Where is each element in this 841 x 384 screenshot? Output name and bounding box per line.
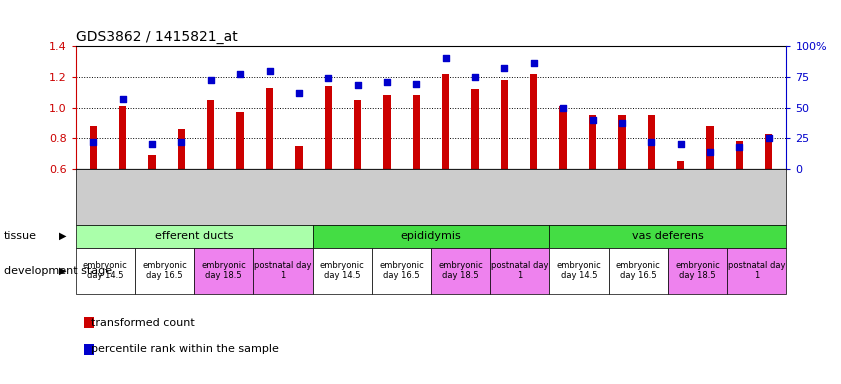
Point [557, 104, 570, 111]
Text: embryonic
day 14.5: embryonic day 14.5 [83, 261, 128, 280]
Bar [90, 126, 97, 169]
Point [321, 75, 335, 81]
Point [204, 78, 218, 84]
Point [292, 90, 305, 96]
Bar [236, 112, 244, 169]
Bar [472, 89, 479, 169]
Point [439, 55, 452, 61]
Bar [530, 74, 537, 169]
Text: embryonic
day 16.5: embryonic day 16.5 [616, 261, 661, 280]
Bar [177, 129, 185, 169]
Bar [765, 134, 772, 169]
Bar [706, 126, 714, 169]
Text: tissue: tissue [4, 231, 37, 241]
Point [116, 96, 130, 102]
Point [644, 139, 658, 145]
Bar [589, 115, 596, 169]
Text: vas deferens: vas deferens [632, 231, 704, 241]
Bar [618, 115, 626, 169]
Point [145, 141, 159, 147]
Text: embryonic
day 18.5: embryonic day 18.5 [438, 261, 483, 280]
Text: embryonic
day 16.5: embryonic day 16.5 [142, 261, 187, 280]
Text: ▶: ▶ [60, 231, 66, 241]
Bar [148, 155, 156, 169]
Point [380, 79, 394, 85]
Text: epididymis: epididymis [400, 231, 462, 241]
Point [527, 60, 541, 66]
Bar [266, 88, 273, 169]
Bar [559, 106, 567, 169]
Bar [500, 80, 508, 169]
Text: ▶: ▶ [60, 266, 66, 276]
Text: embryonic
day 16.5: embryonic day 16.5 [379, 261, 424, 280]
Point [87, 139, 100, 145]
Text: embryonic
day 18.5: embryonic day 18.5 [675, 261, 720, 280]
Bar [325, 86, 332, 169]
Bar [648, 115, 655, 169]
Text: embryonic
day 14.5: embryonic day 14.5 [320, 261, 364, 280]
Point [762, 135, 775, 141]
Bar [413, 95, 420, 169]
Text: development stage: development stage [4, 266, 113, 276]
Bar [442, 74, 449, 169]
Bar [295, 146, 303, 169]
Text: embryonic
day 14.5: embryonic day 14.5 [557, 261, 601, 280]
Point [262, 68, 276, 74]
Text: postnatal day
1: postnatal day 1 [728, 261, 785, 280]
Point [703, 149, 717, 155]
Text: efferent ducts: efferent ducts [155, 231, 234, 241]
Text: embryonic
day 18.5: embryonic day 18.5 [201, 261, 246, 280]
Point [615, 121, 628, 127]
Bar [736, 141, 743, 169]
Text: transformed count: transformed count [84, 318, 195, 328]
Bar [207, 100, 214, 169]
Point [586, 117, 600, 123]
Point [175, 139, 188, 145]
Text: postnatal day
1: postnatal day 1 [491, 261, 548, 280]
Text: GDS3862 / 1415821_at: GDS3862 / 1415821_at [76, 30, 237, 44]
Point [733, 144, 746, 150]
Point [468, 74, 482, 80]
Text: postnatal day
1: postnatal day 1 [254, 261, 312, 280]
Text: percentile rank within the sample: percentile rank within the sample [84, 344, 279, 354]
Bar [119, 106, 126, 169]
Bar [677, 161, 685, 169]
Bar [383, 95, 390, 169]
Bar [354, 100, 362, 169]
Point [410, 81, 423, 87]
Point [674, 141, 687, 147]
Point [234, 71, 247, 78]
Point [351, 82, 364, 88]
Point [498, 65, 511, 71]
